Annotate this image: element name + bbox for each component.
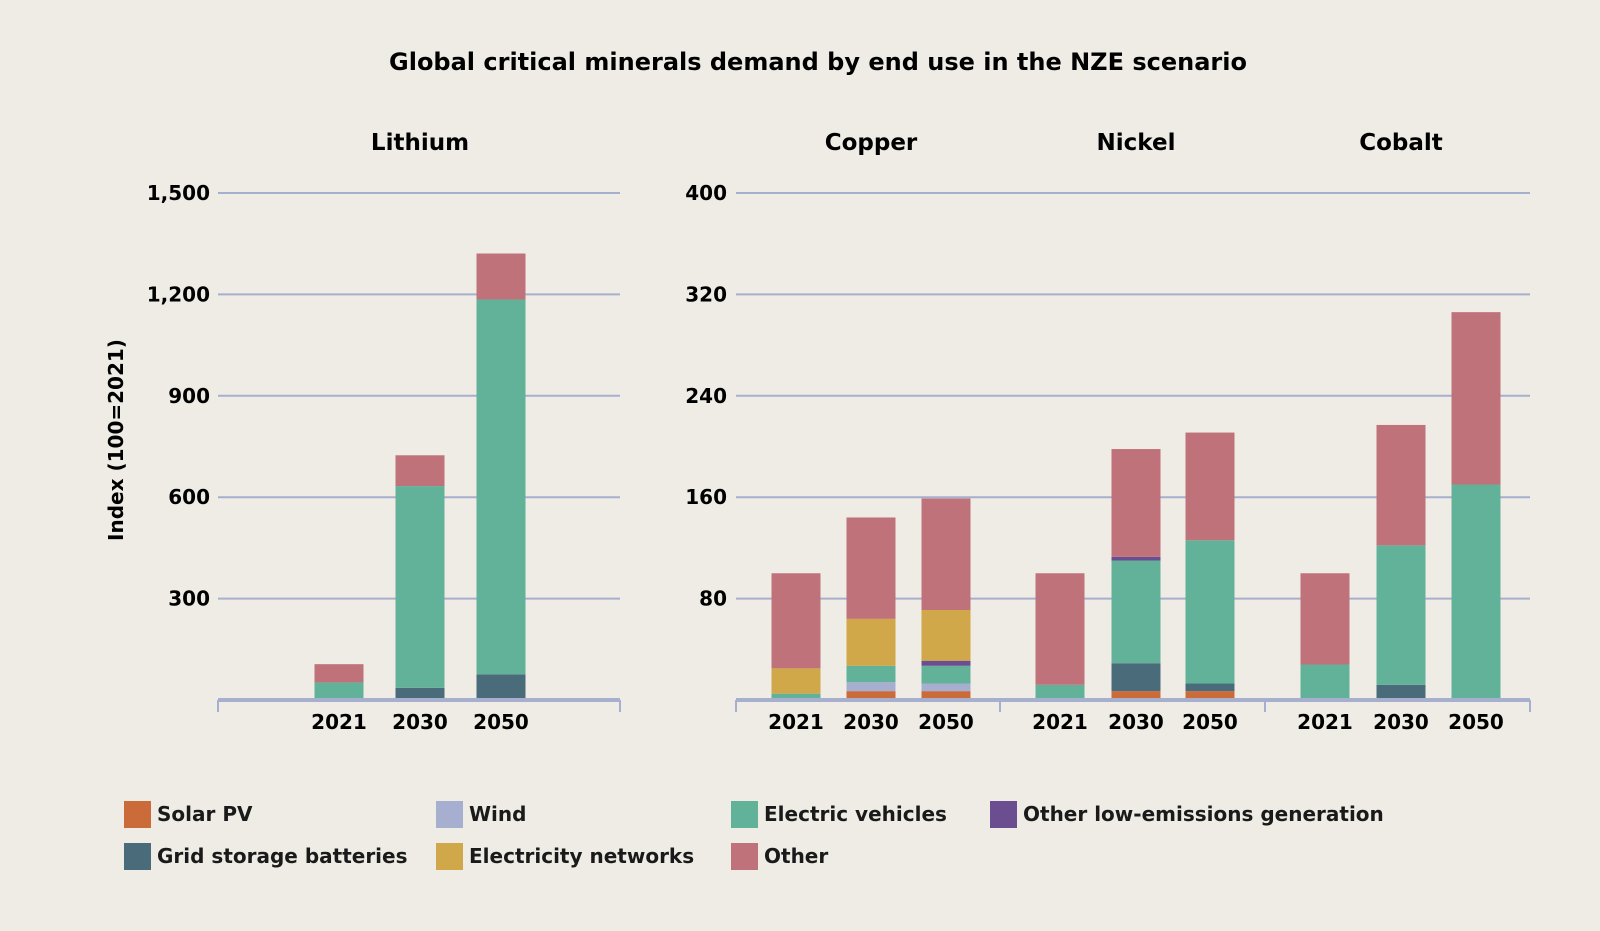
bar-segment-lithium-2030-other xyxy=(395,455,445,487)
bar-segment-cobalt-2030-grid xyxy=(1376,684,1426,700)
panel-title-copper: Copper xyxy=(825,130,918,156)
legend-item-solar-pv: Solar PV xyxy=(124,800,252,828)
panel-title-lithium: Lithium xyxy=(371,130,469,156)
bar-segment-nickel-2030-ev xyxy=(1111,560,1161,664)
bar-segment-nickel-2050-ev xyxy=(1185,540,1235,684)
bar-segment-lithium-2050-grid xyxy=(476,674,526,700)
panel-title-cobalt: Cobalt xyxy=(1359,130,1443,156)
y-tick-label: 600 xyxy=(168,485,210,509)
bar-segment-copper-2030-ev xyxy=(846,665,896,683)
x-tick-label: 2021 xyxy=(1032,710,1088,734)
bar-segment-nickel-2030-other-low xyxy=(1111,556,1161,561)
bar-segment-copper-2030-networks xyxy=(846,618,896,666)
x-tick-label: 2021 xyxy=(1297,710,1353,734)
bar-segment-lithium-2050-other xyxy=(476,253,526,300)
legend-item-other: Other xyxy=(731,842,828,870)
bar-segment-nickel-2050-other xyxy=(1185,432,1235,541)
legend-item-wind: Wind xyxy=(436,800,526,828)
legend-swatch-electric-vehicles xyxy=(731,800,758,828)
bar-segment-nickel-2030-other xyxy=(1111,449,1161,557)
bar-segment-lithium-2030-grid xyxy=(395,687,445,700)
legend-label: Other xyxy=(764,844,829,868)
bar-segment-copper-2021-networks xyxy=(771,668,821,694)
legend-label: Solar PV xyxy=(157,802,253,826)
y-tick-label: 80 xyxy=(699,587,727,611)
bar-segment-lithium-2021-ev xyxy=(314,682,364,700)
bar-segment-copper-2021-other xyxy=(771,573,821,669)
y-tick-label: 1,500 xyxy=(147,181,210,205)
bar-segment-copper-2021-ev xyxy=(771,693,821,700)
legend-label: Electricity networks xyxy=(469,844,695,868)
x-tick-label: 2050 xyxy=(918,710,974,734)
legend-swatch-wind xyxy=(436,800,463,828)
legend-item-electricity-networks: Electricity networks xyxy=(436,842,694,870)
x-tick-label: 2021 xyxy=(768,710,824,734)
legend-label: Wind xyxy=(469,802,527,826)
chart-title: Global critical minerals demand by end u… xyxy=(389,48,1247,76)
legend-swatch-electricity-networks xyxy=(436,842,463,870)
x-tick-label: 2030 xyxy=(843,710,899,734)
legend-swatch-other-low-emissions xyxy=(990,800,1017,828)
bar-segment-cobalt-2030-ev xyxy=(1376,545,1426,685)
x-tick-label: 2050 xyxy=(1182,710,1238,734)
bar-segment-nickel-2030-grid xyxy=(1111,663,1161,692)
bar-segment-cobalt-2050-ev xyxy=(1451,484,1501,700)
x-tick-label: 2030 xyxy=(1108,710,1164,734)
panel-title-nickel: Nickel xyxy=(1097,130,1176,156)
bar-segment-cobalt-2021-ev xyxy=(1300,664,1350,700)
bar-segment-copper-2030-solar-pv xyxy=(846,691,896,700)
y-tick-label: 300 xyxy=(168,587,210,611)
legend-label: Grid storage batteries xyxy=(157,844,408,868)
bar-segment-lithium-2050-ev xyxy=(476,299,526,675)
x-tick-label: 2030 xyxy=(392,710,448,734)
legend-swatch-grid-storage xyxy=(124,842,151,870)
bar-segment-copper-2050-networks xyxy=(921,610,971,661)
bar-segment-nickel-2030-solar-pv xyxy=(1111,691,1161,700)
x-tick-label: 2021 xyxy=(311,710,367,734)
legend-item-other-low-emissions: Other low-emissions generation xyxy=(990,800,1384,828)
legend-swatch-other xyxy=(731,842,758,870)
legend-item-grid-storage: Grid storage batteries xyxy=(124,842,408,870)
bar-segment-lithium-2021-other xyxy=(314,664,364,683)
bar-segment-copper-2030-other xyxy=(846,517,896,619)
bar-segment-copper-2050-other xyxy=(921,498,971,611)
y-tick-label: 400 xyxy=(685,181,727,205)
bar-segment-cobalt-2030-other xyxy=(1376,424,1426,546)
bar-segment-cobalt-2050-other xyxy=(1451,312,1501,485)
legend-label: Electric vehicles xyxy=(764,802,947,826)
bar-segment-copper-2050-wind xyxy=(921,683,971,692)
y-tick-label: 160 xyxy=(685,485,727,509)
bar-segment-copper-2050-other-low xyxy=(921,660,971,666)
y-tick-label: 1,200 xyxy=(147,282,210,306)
legend-swatch-solar-pv xyxy=(124,800,151,828)
x-tick-label: 2050 xyxy=(1448,710,1504,734)
bar-segment-copper-2050-solar-pv xyxy=(921,691,971,700)
bar-segment-nickel-2050-grid xyxy=(1185,683,1235,692)
bar-segment-copper-2050-ev xyxy=(921,665,971,684)
bar-segment-cobalt-2021-other xyxy=(1300,573,1350,665)
bar-segment-nickel-2050-solar-pv xyxy=(1185,691,1235,700)
x-tick-label: 2030 xyxy=(1373,710,1429,734)
y-tick-label: 240 xyxy=(685,384,727,408)
bar-segment-nickel-2021-ev xyxy=(1035,684,1085,700)
legend-item-electric-vehicles: Electric vehicles xyxy=(731,800,947,828)
x-tick-label: 2050 xyxy=(473,710,529,734)
legend-label: Other low-emissions generation xyxy=(1023,802,1384,826)
bar-segment-lithium-2030-ev xyxy=(395,486,445,688)
y-tick-label: 320 xyxy=(685,282,727,306)
bar-segment-nickel-2021-other xyxy=(1035,573,1085,685)
legend: Solar PV Wind Electric vehicles Other lo… xyxy=(124,800,1424,880)
y-axis-label: Index (100=2021) xyxy=(104,339,128,541)
y-tick-label: 900 xyxy=(168,384,210,408)
bar-segment-copper-2030-wind xyxy=(846,682,896,692)
